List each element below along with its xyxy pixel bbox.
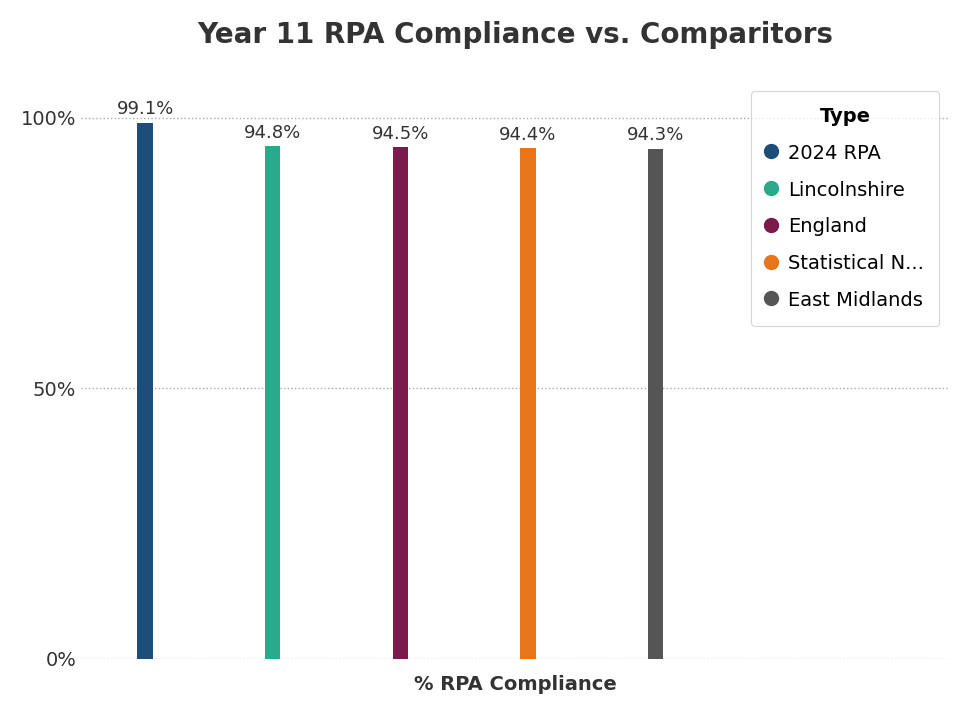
Bar: [138, 122, 152, 659]
Bar: [392, 147, 408, 659]
Legend: 2024 RPA, Lincolnshire, England, Statistical N..., East Midlands: 2024 RPA, Lincolnshire, England, Statist…: [750, 92, 938, 325]
Bar: [647, 149, 663, 659]
Text: 99.1%: 99.1%: [116, 100, 173, 118]
Title: Year 11 RPA Compliance vs. Comparitors: Year 11 RPA Compliance vs. Comparitors: [197, 21, 832, 49]
Bar: [519, 148, 535, 659]
Text: 94.8%: 94.8%: [244, 124, 301, 142]
X-axis label: % RPA Compliance: % RPA Compliance: [414, 675, 616, 694]
Text: 94.5%: 94.5%: [371, 125, 428, 143]
Text: 94.4%: 94.4%: [499, 126, 556, 144]
Text: 94.3%: 94.3%: [626, 127, 683, 144]
Bar: [265, 146, 280, 659]
